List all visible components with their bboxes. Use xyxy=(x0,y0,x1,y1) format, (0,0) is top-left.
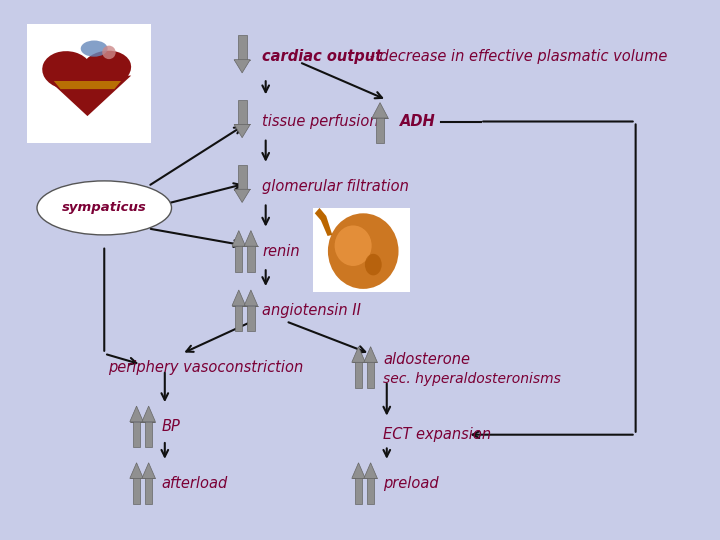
Text: sympaticus: sympaticus xyxy=(62,201,147,214)
Polygon shape xyxy=(142,422,156,447)
Text: sec. hyperaldosteronisms: sec. hyperaldosteronisms xyxy=(383,372,562,386)
Polygon shape xyxy=(234,124,251,138)
Polygon shape xyxy=(54,81,121,89)
Ellipse shape xyxy=(365,254,382,275)
Bar xyxy=(27,24,151,143)
Polygon shape xyxy=(142,406,156,422)
Text: periphery vasoconstriction: periphery vasoconstriction xyxy=(107,360,303,375)
Polygon shape xyxy=(352,463,365,478)
Polygon shape xyxy=(234,165,251,190)
Polygon shape xyxy=(244,246,258,272)
Text: - decrease in effective plasmatic volume: - decrease in effective plasmatic volume xyxy=(365,49,667,64)
Polygon shape xyxy=(244,290,258,306)
Text: afterload: afterload xyxy=(161,476,228,491)
Polygon shape xyxy=(372,118,388,143)
Polygon shape xyxy=(364,347,377,362)
Polygon shape xyxy=(232,290,246,306)
Ellipse shape xyxy=(42,51,92,89)
Polygon shape xyxy=(352,347,365,362)
Ellipse shape xyxy=(81,51,131,86)
Polygon shape xyxy=(130,478,143,504)
Polygon shape xyxy=(372,103,388,118)
Polygon shape xyxy=(364,463,377,478)
Polygon shape xyxy=(44,76,131,116)
Polygon shape xyxy=(142,463,156,478)
Polygon shape xyxy=(234,100,251,124)
Text: cardiac output: cardiac output xyxy=(262,49,382,64)
Polygon shape xyxy=(352,478,365,504)
Ellipse shape xyxy=(328,213,399,289)
Text: glomerular filtration: glomerular filtration xyxy=(262,179,409,194)
Polygon shape xyxy=(244,231,258,246)
Polygon shape xyxy=(130,422,143,447)
Polygon shape xyxy=(244,306,258,331)
Polygon shape xyxy=(142,478,156,504)
Text: ECT expansion: ECT expansion xyxy=(383,427,492,442)
Text: preload: preload xyxy=(383,476,439,491)
Text: ADH: ADH xyxy=(400,114,436,129)
Text: BP: BP xyxy=(161,419,180,434)
Ellipse shape xyxy=(81,40,107,57)
Polygon shape xyxy=(234,35,251,60)
Polygon shape xyxy=(232,246,246,272)
Polygon shape xyxy=(232,231,246,246)
Text: renin: renin xyxy=(262,244,300,259)
Polygon shape xyxy=(130,463,143,478)
Polygon shape xyxy=(232,306,246,331)
Polygon shape xyxy=(130,406,143,422)
Text: tissue perfusion: tissue perfusion xyxy=(262,114,379,129)
Bar xyxy=(312,208,410,292)
Ellipse shape xyxy=(37,181,171,235)
Polygon shape xyxy=(352,362,365,388)
Text: angiotensin II: angiotensin II xyxy=(262,303,361,318)
Text: aldosterone: aldosterone xyxy=(383,352,470,367)
Polygon shape xyxy=(234,60,251,73)
Ellipse shape xyxy=(102,45,116,59)
Polygon shape xyxy=(364,478,377,504)
Polygon shape xyxy=(364,362,377,388)
Ellipse shape xyxy=(335,226,372,266)
Polygon shape xyxy=(234,190,251,202)
Polygon shape xyxy=(315,208,332,236)
